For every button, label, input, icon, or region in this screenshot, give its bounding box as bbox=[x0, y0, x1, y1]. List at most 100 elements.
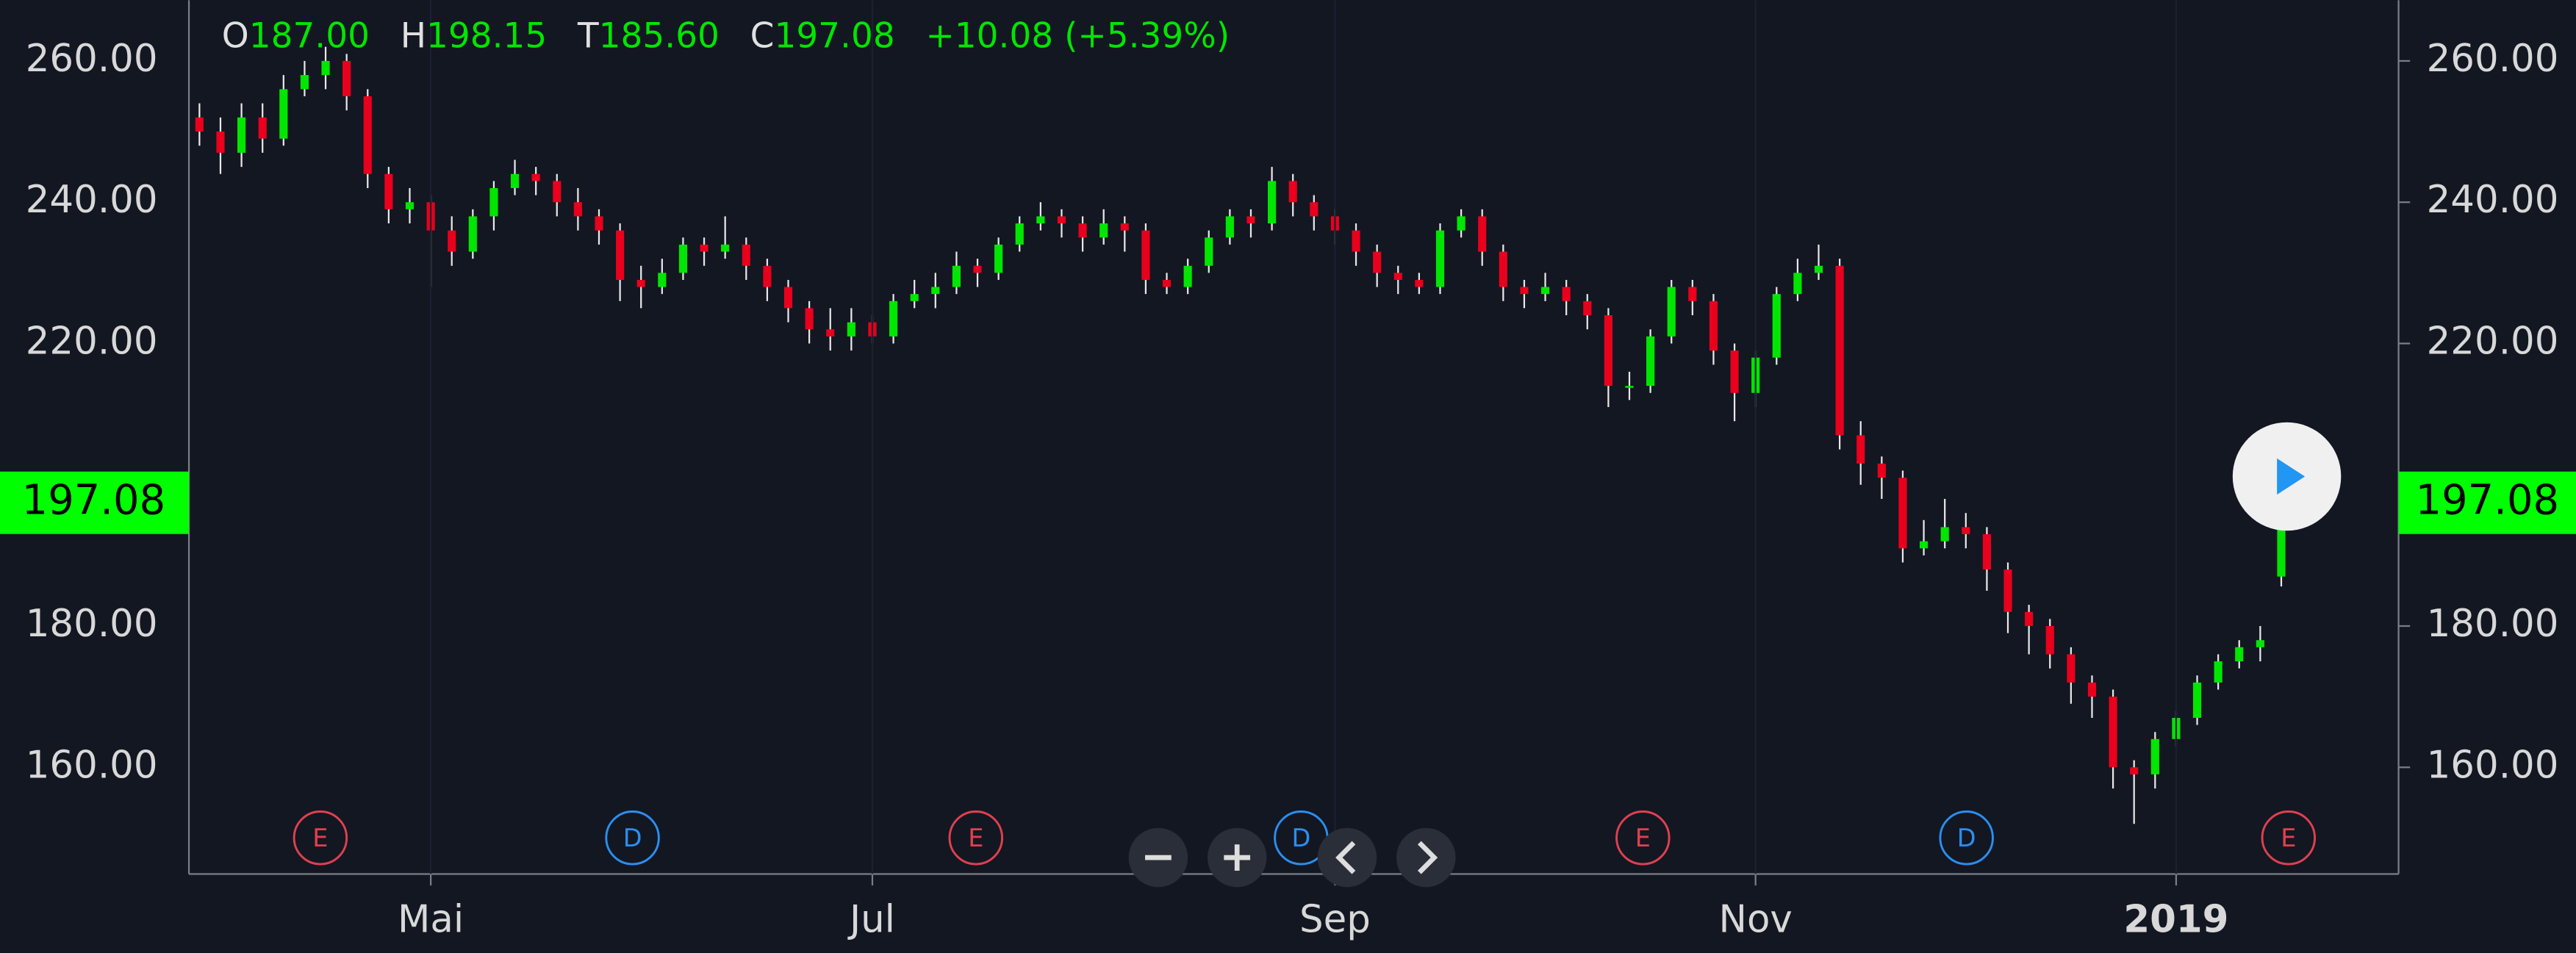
event-marker[interactable] bbox=[1939, 810, 1994, 866]
candle-body bbox=[678, 244, 688, 273]
candle-body bbox=[1310, 202, 1319, 217]
candle-body bbox=[1457, 216, 1465, 231]
y-tick-label-left: 260.00 bbox=[26, 37, 158, 81]
candle-body bbox=[1835, 265, 1844, 436]
candle-body bbox=[1099, 223, 1108, 238]
event-marker[interactable] bbox=[948, 810, 1004, 866]
candle-body bbox=[553, 181, 562, 203]
candle-body bbox=[1393, 273, 1402, 280]
candle-body bbox=[1415, 279, 1424, 287]
candle-body bbox=[721, 244, 730, 252]
price-tag-left-label: 197.08 bbox=[22, 476, 166, 524]
candle-body bbox=[1036, 216, 1045, 224]
candle-body bbox=[2214, 661, 2222, 683]
candle-body bbox=[1583, 301, 1592, 316]
candle-body bbox=[805, 308, 814, 330]
candle-body bbox=[1540, 287, 1550, 295]
candle-body bbox=[258, 117, 267, 139]
event-marker[interactable] bbox=[2261, 810, 2317, 866]
candle-body bbox=[1435, 230, 1445, 287]
y-tick-label-right: 220.00 bbox=[2427, 319, 2559, 363]
price-tag-right bbox=[2398, 471, 2576, 534]
candle-body bbox=[2003, 569, 2012, 612]
candle-body bbox=[1162, 279, 1172, 287]
candle-body bbox=[363, 96, 372, 174]
candle-body bbox=[616, 230, 625, 280]
candle-body bbox=[468, 216, 477, 252]
y-tick-label-left: 220.00 bbox=[26, 319, 158, 363]
candle-body bbox=[2130, 767, 2139, 774]
candle-body bbox=[889, 301, 898, 337]
candle-body bbox=[1078, 223, 1087, 238]
open-label: O bbox=[222, 15, 249, 56]
x-tick-label: Mai bbox=[398, 897, 464, 941]
candle-body bbox=[1478, 216, 1487, 252]
candle-body bbox=[531, 173, 540, 181]
x-tick-label: Jul bbox=[847, 897, 895, 941]
candle-body bbox=[1120, 223, 1129, 231]
candle-body bbox=[658, 273, 667, 287]
candle-body bbox=[1814, 265, 1823, 273]
candle-body bbox=[2045, 626, 2054, 655]
event-marker[interactable] bbox=[293, 810, 348, 866]
candles bbox=[195, 46, 2286, 824]
header: O187.00 H198.15 T185.60 C197.08 +10.08 (… bbox=[222, 15, 1230, 56]
event-label: E bbox=[2281, 824, 2296, 852]
candle-body bbox=[2256, 640, 2264, 647]
candle-body bbox=[1520, 287, 1529, 295]
candle-body bbox=[573, 202, 582, 217]
play-button[interactable] bbox=[2232, 422, 2342, 531]
x-tick-label: Nov bbox=[1719, 897, 1793, 941]
candle-body bbox=[1940, 527, 1949, 542]
candle-body bbox=[237, 117, 246, 153]
zoom-in-button[interactable] bbox=[1207, 827, 1267, 888]
event-marker[interactable] bbox=[605, 810, 660, 866]
price-tag-left bbox=[0, 471, 190, 534]
candle-body bbox=[1919, 541, 1929, 549]
candle-body bbox=[448, 230, 456, 252]
close-value: 197.08 bbox=[774, 15, 894, 56]
candle-body bbox=[405, 202, 415, 209]
candle-body bbox=[1793, 273, 1802, 295]
candle-body bbox=[1962, 527, 1970, 535]
candle-body bbox=[1225, 216, 1234, 238]
event-label: E bbox=[968, 824, 983, 852]
candle-body bbox=[1898, 478, 1907, 549]
candle-body bbox=[2235, 647, 2244, 662]
candle-body bbox=[321, 60, 330, 76]
y-tick-label-right: 160.00 bbox=[2427, 743, 2559, 787]
candle-body bbox=[2087, 682, 2097, 697]
candle-body bbox=[1205, 237, 1213, 266]
zoom-out-button[interactable] bbox=[1128, 827, 1188, 888]
event-marker[interactable] bbox=[1615, 810, 1671, 866]
x-tick-label: 2019 bbox=[2123, 897, 2228, 941]
candle-body bbox=[826, 329, 835, 337]
candle-body bbox=[2025, 611, 2034, 627]
candle-body bbox=[1562, 287, 1571, 301]
candle-body bbox=[1646, 336, 1655, 386]
candle-body bbox=[763, 265, 772, 287]
price-tag-right-label: 197.08 bbox=[2416, 476, 2560, 524]
scroll-right-button[interactable] bbox=[1396, 827, 1456, 888]
candle-body bbox=[595, 216, 603, 231]
candle-body bbox=[931, 287, 940, 295]
candle-body bbox=[1730, 350, 1739, 393]
candle-body bbox=[195, 117, 204, 132]
ticks: 160.00 160.00 180.00 180.00 220.00 220.00 240.… bbox=[26, 0, 2559, 941]
candle-body bbox=[1288, 181, 1297, 203]
x-tick-label: Sep bbox=[1299, 897, 1371, 941]
candle-body bbox=[952, 265, 961, 287]
candle-body bbox=[783, 287, 793, 309]
candle-body bbox=[2067, 654, 2075, 683]
candle-body bbox=[279, 89, 288, 139]
candle-body bbox=[2192, 682, 2202, 718]
candle-body bbox=[700, 244, 708, 252]
candle-body bbox=[1877, 463, 1886, 478]
candle-body bbox=[342, 60, 351, 96]
candle-body bbox=[1709, 301, 1718, 351]
scroll-left-button[interactable] bbox=[1317, 827, 1377, 888]
candle-body bbox=[2277, 505, 2286, 577]
candle-body bbox=[1373, 251, 1382, 273]
y-tick-label-left: 240.00 bbox=[26, 178, 158, 222]
